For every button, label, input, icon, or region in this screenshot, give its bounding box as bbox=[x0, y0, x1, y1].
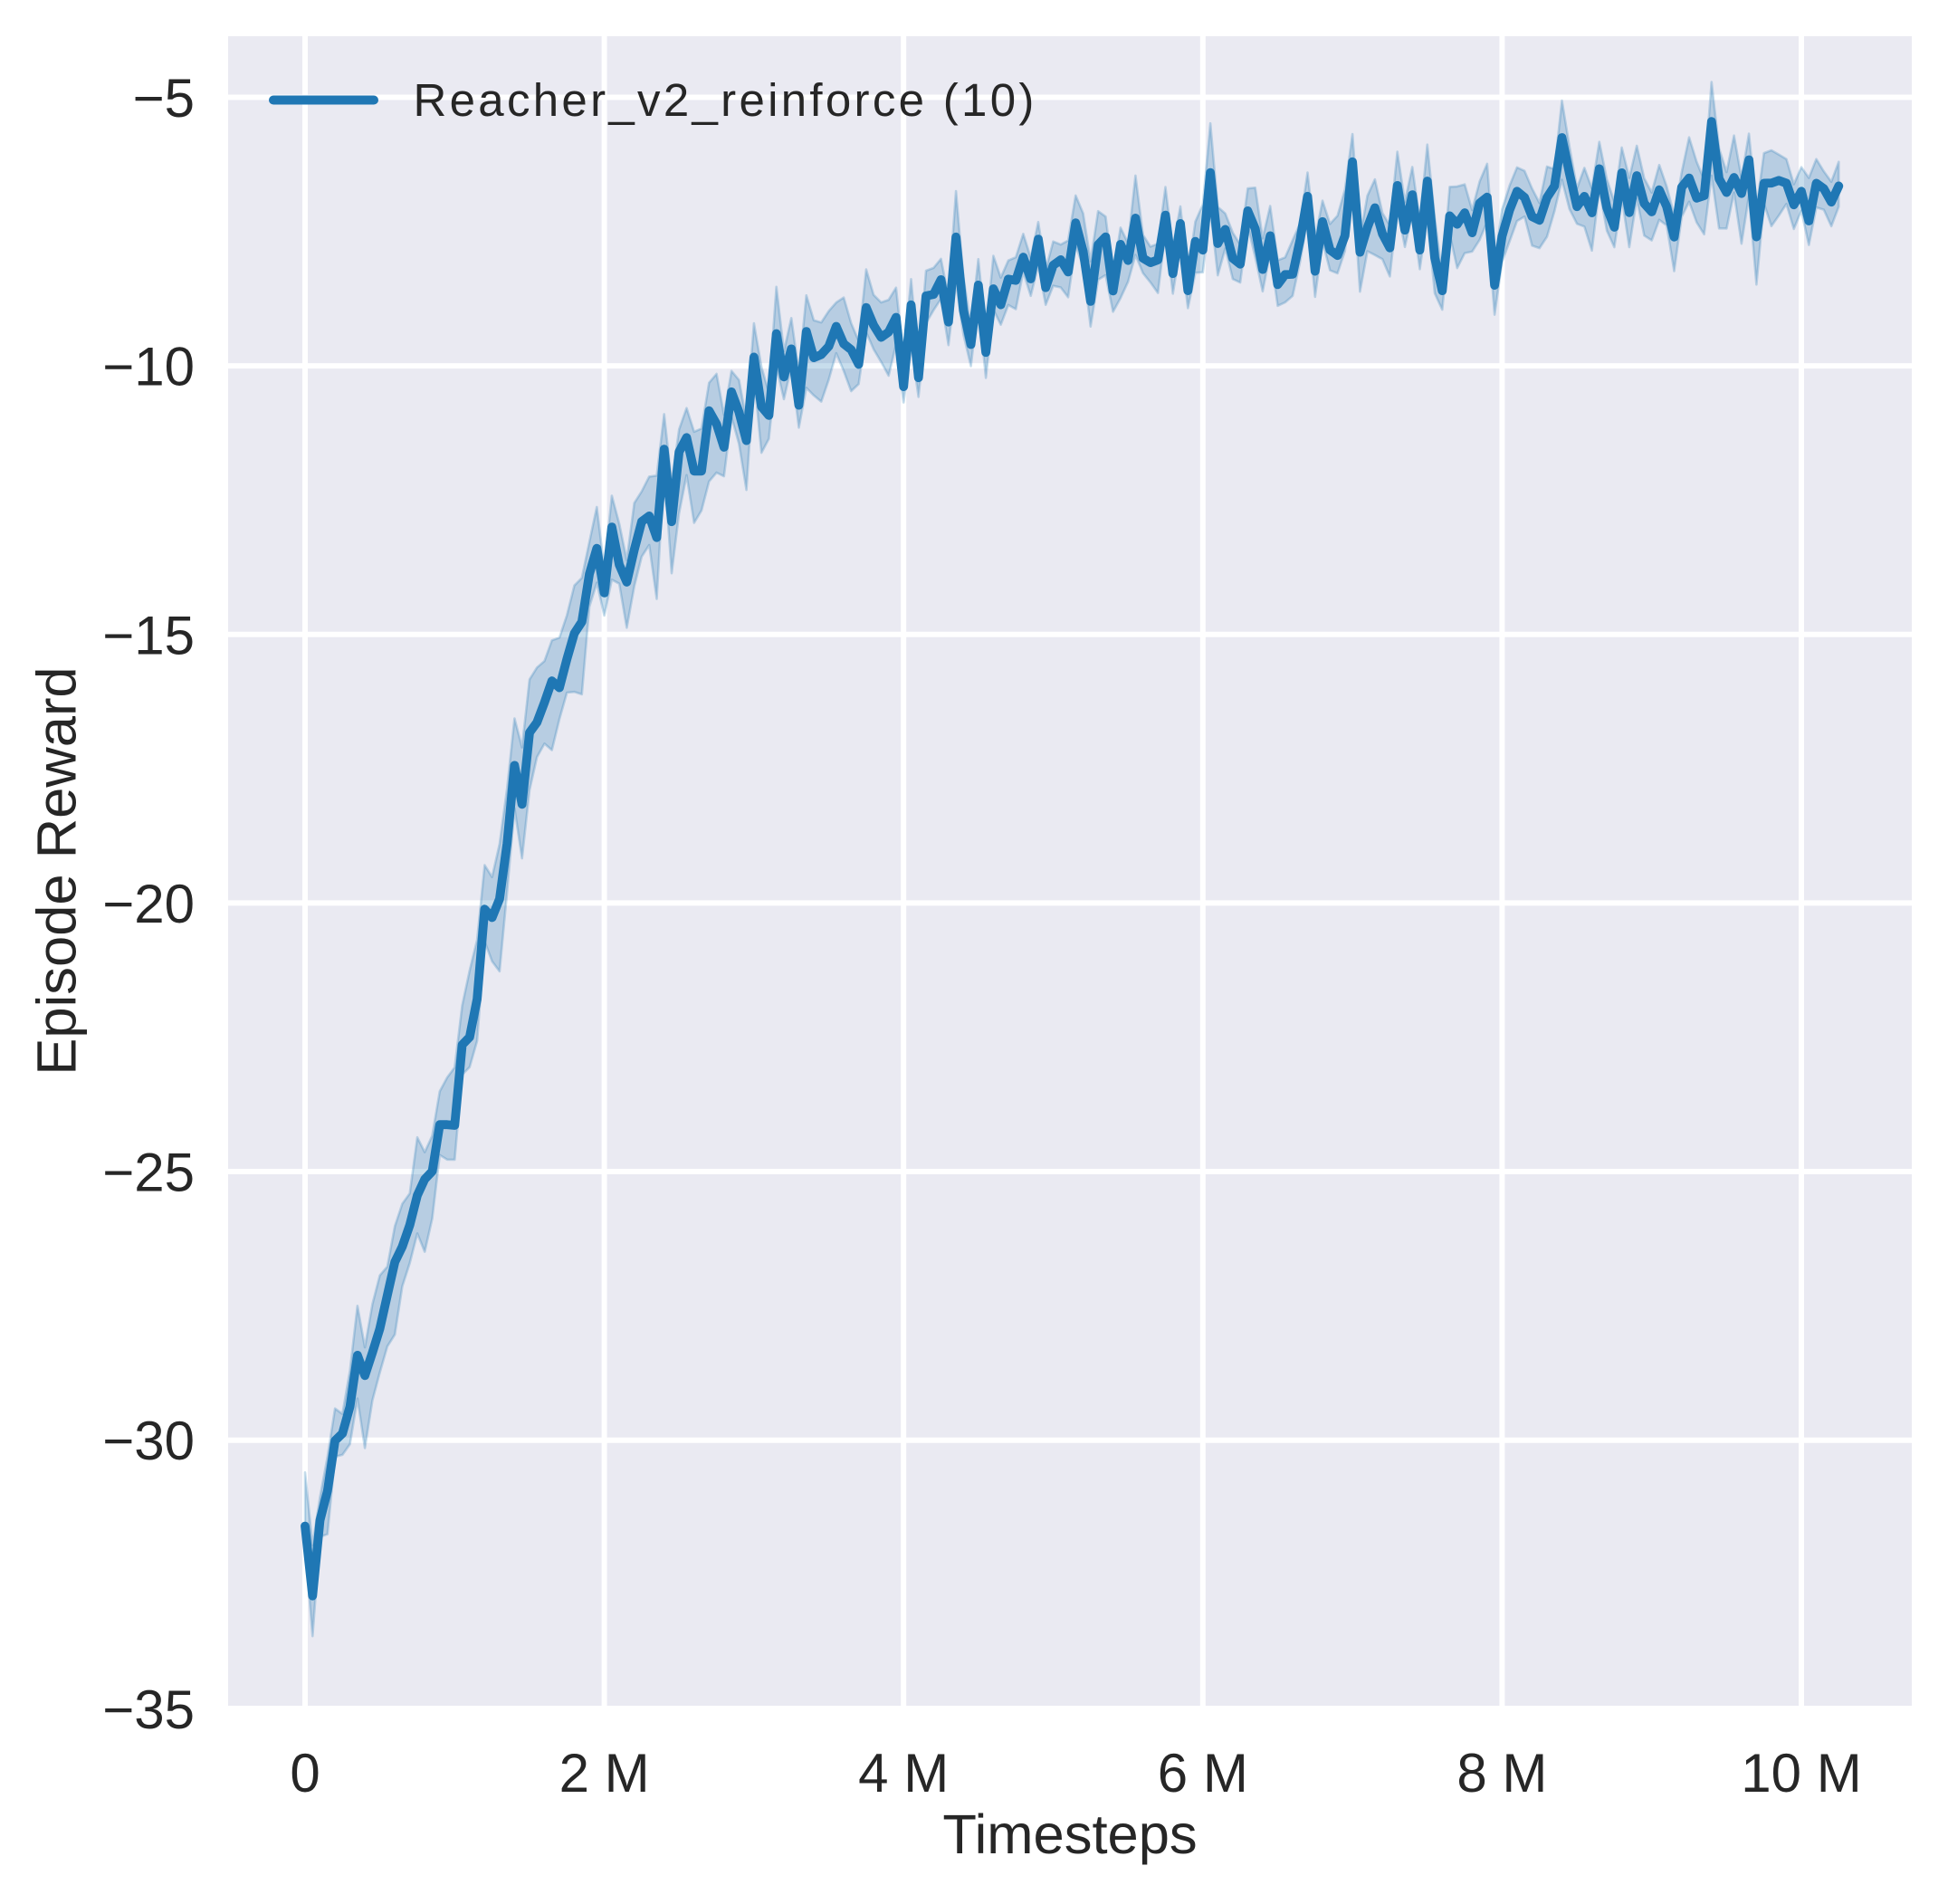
svg-text:Timesteps: Timesteps bbox=[942, 1804, 1197, 1866]
svg-text:Episode Reward: Episode Reward bbox=[26, 666, 89, 1075]
svg-text:10 M: 10 M bbox=[1741, 1743, 1861, 1804]
svg-text:−20: −20 bbox=[102, 874, 195, 934]
svg-text:6 M: 6 M bbox=[1158, 1743, 1248, 1804]
svg-text:−5: −5 bbox=[133, 68, 195, 129]
svg-text:2 M: 2 M bbox=[559, 1743, 650, 1804]
svg-text:−15: −15 bbox=[102, 605, 195, 665]
svg-text:−25: −25 bbox=[102, 1143, 195, 1203]
svg-text:−35: −35 bbox=[102, 1679, 195, 1740]
svg-text:Reacher_v2_reinforce (10): Reacher_v2_reinforce (10) bbox=[414, 74, 1037, 126]
svg-text:−30: −30 bbox=[102, 1411, 195, 1471]
svg-text:−10: −10 bbox=[102, 337, 195, 397]
svg-text:0: 0 bbox=[290, 1743, 320, 1804]
svg-text:8 M: 8 M bbox=[1456, 1743, 1547, 1804]
svg-text:4 M: 4 M bbox=[858, 1743, 949, 1804]
